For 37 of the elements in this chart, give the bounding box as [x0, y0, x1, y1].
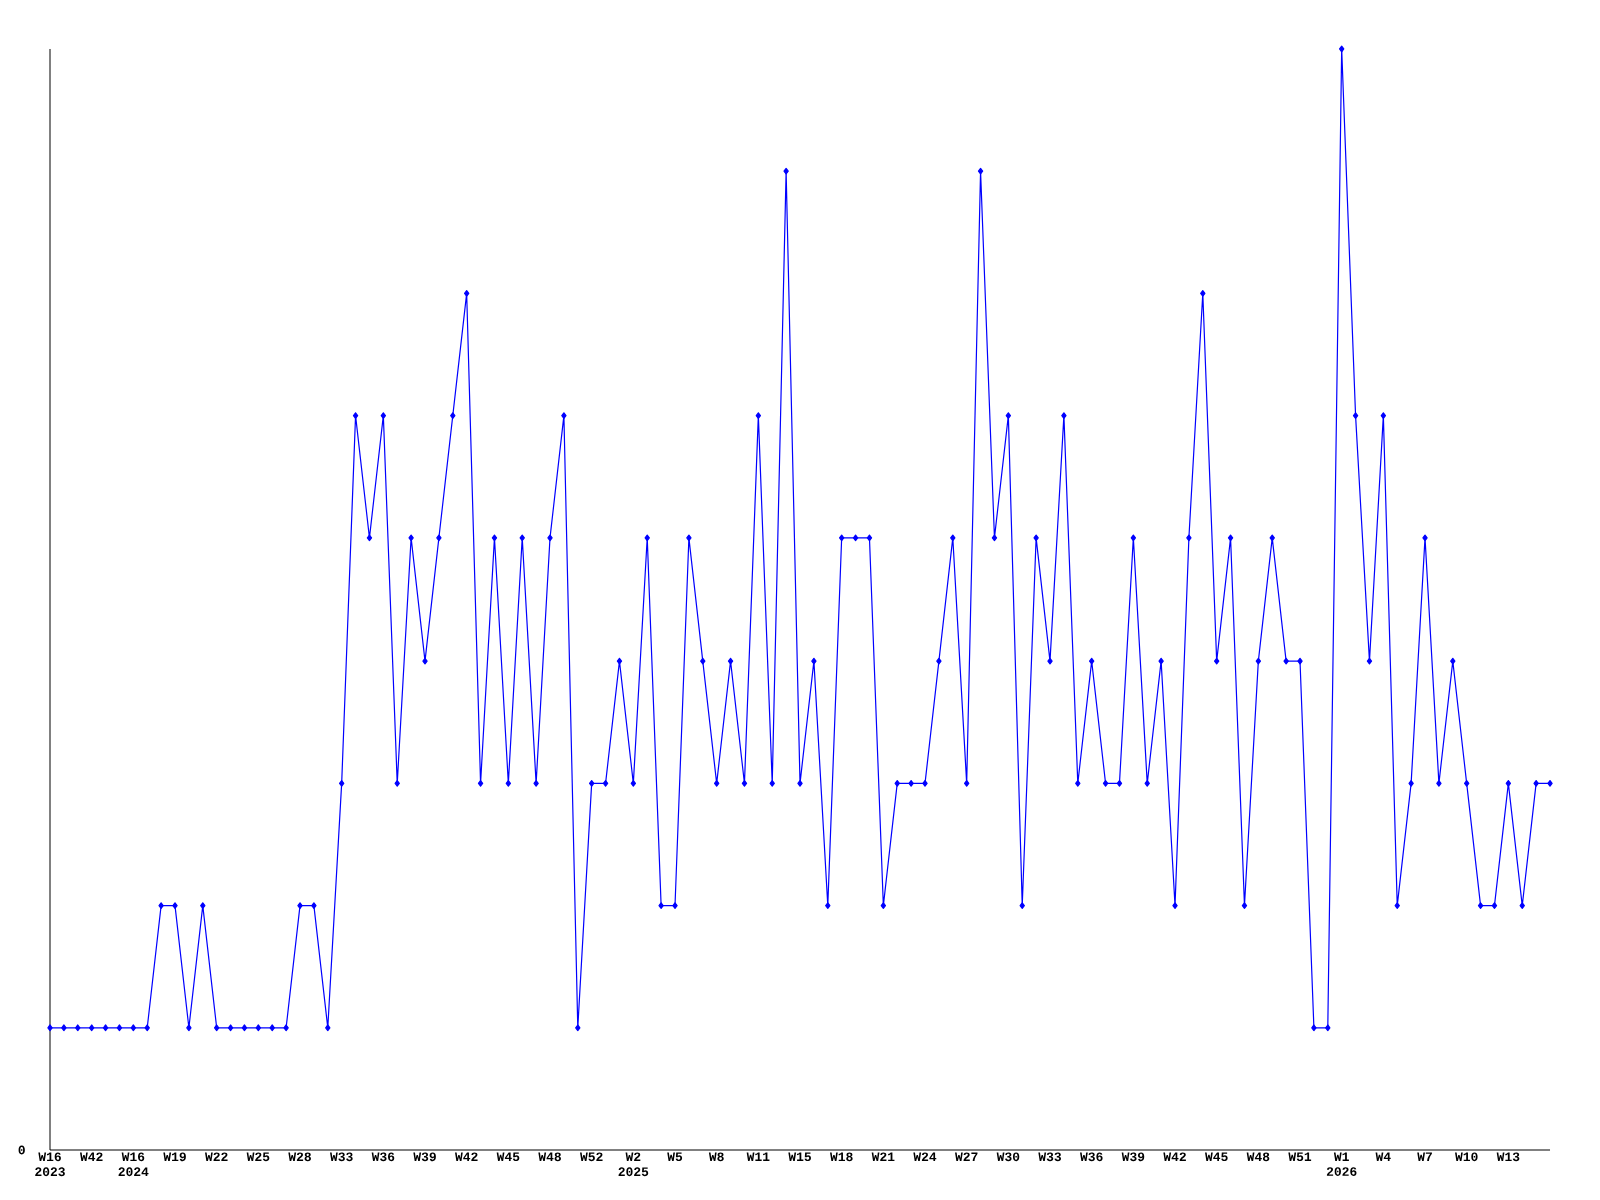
x-tick-label: W13	[1496, 1152, 1520, 1162]
x-tick-label: W30	[996, 1152, 1020, 1162]
x-tick-label: W27	[955, 1152, 978, 1162]
x-tick-label: W7	[1417, 1152, 1432, 1161]
x-tick-label: W48	[1246, 1152, 1270, 1162]
x-tick-label: W42	[1163, 1152, 1186, 1162]
x-tick-label: W25	[246, 1152, 270, 1162]
x-tick-label: W51	[1288, 1152, 1312, 1162]
x-tick-label: W42	[455, 1152, 478, 1162]
x-tick-label: W33	[1038, 1152, 1061, 1162]
x-tick-label: W5	[667, 1152, 683, 1162]
x-tick-label: W48	[538, 1152, 561, 1162]
x-tick-label: W28	[288, 1152, 311, 1162]
x-tick-label: W39	[1121, 1152, 1145, 1162]
x-tick-label: W36	[1080, 1152, 1103, 1162]
x-tick-label: W2 2025	[618, 1152, 649, 1177]
x-tick-label: W21	[871, 1152, 895, 1162]
text: 0	[18, 1145, 25, 1155]
x-tick-label: W22	[205, 1152, 228, 1162]
x-tick-label: W19	[163, 1152, 186, 1162]
x-tick-label: W16 2024	[118, 1152, 149, 1177]
x-tick-label: W11	[746, 1152, 770, 1161]
x-tick-label: W52	[580, 1152, 603, 1162]
x-tick-label: W18	[830, 1152, 853, 1162]
x-tick-label: W36	[371, 1152, 395, 1162]
x-tick-label: W42	[80, 1152, 103, 1162]
x-tick-label: W8	[708, 1152, 724, 1162]
x-tick-label: W4	[1375, 1152, 1391, 1161]
x-tick-label: W33	[330, 1152, 353, 1162]
x-tick-label: W24	[913, 1152, 937, 1162]
x-tick-label: W45	[496, 1152, 520, 1162]
x-tick-label: W16 2023	[35, 1152, 65, 1177]
x-tick-label: W10	[1455, 1152, 1478, 1162]
x-tick-label: W15	[788, 1152, 811, 1162]
x-tick-label: W45	[1205, 1152, 1228, 1162]
x-tick-label: W39	[413, 1152, 436, 1162]
x-tick-label: W1 2026	[1326, 1152, 1357, 1176]
